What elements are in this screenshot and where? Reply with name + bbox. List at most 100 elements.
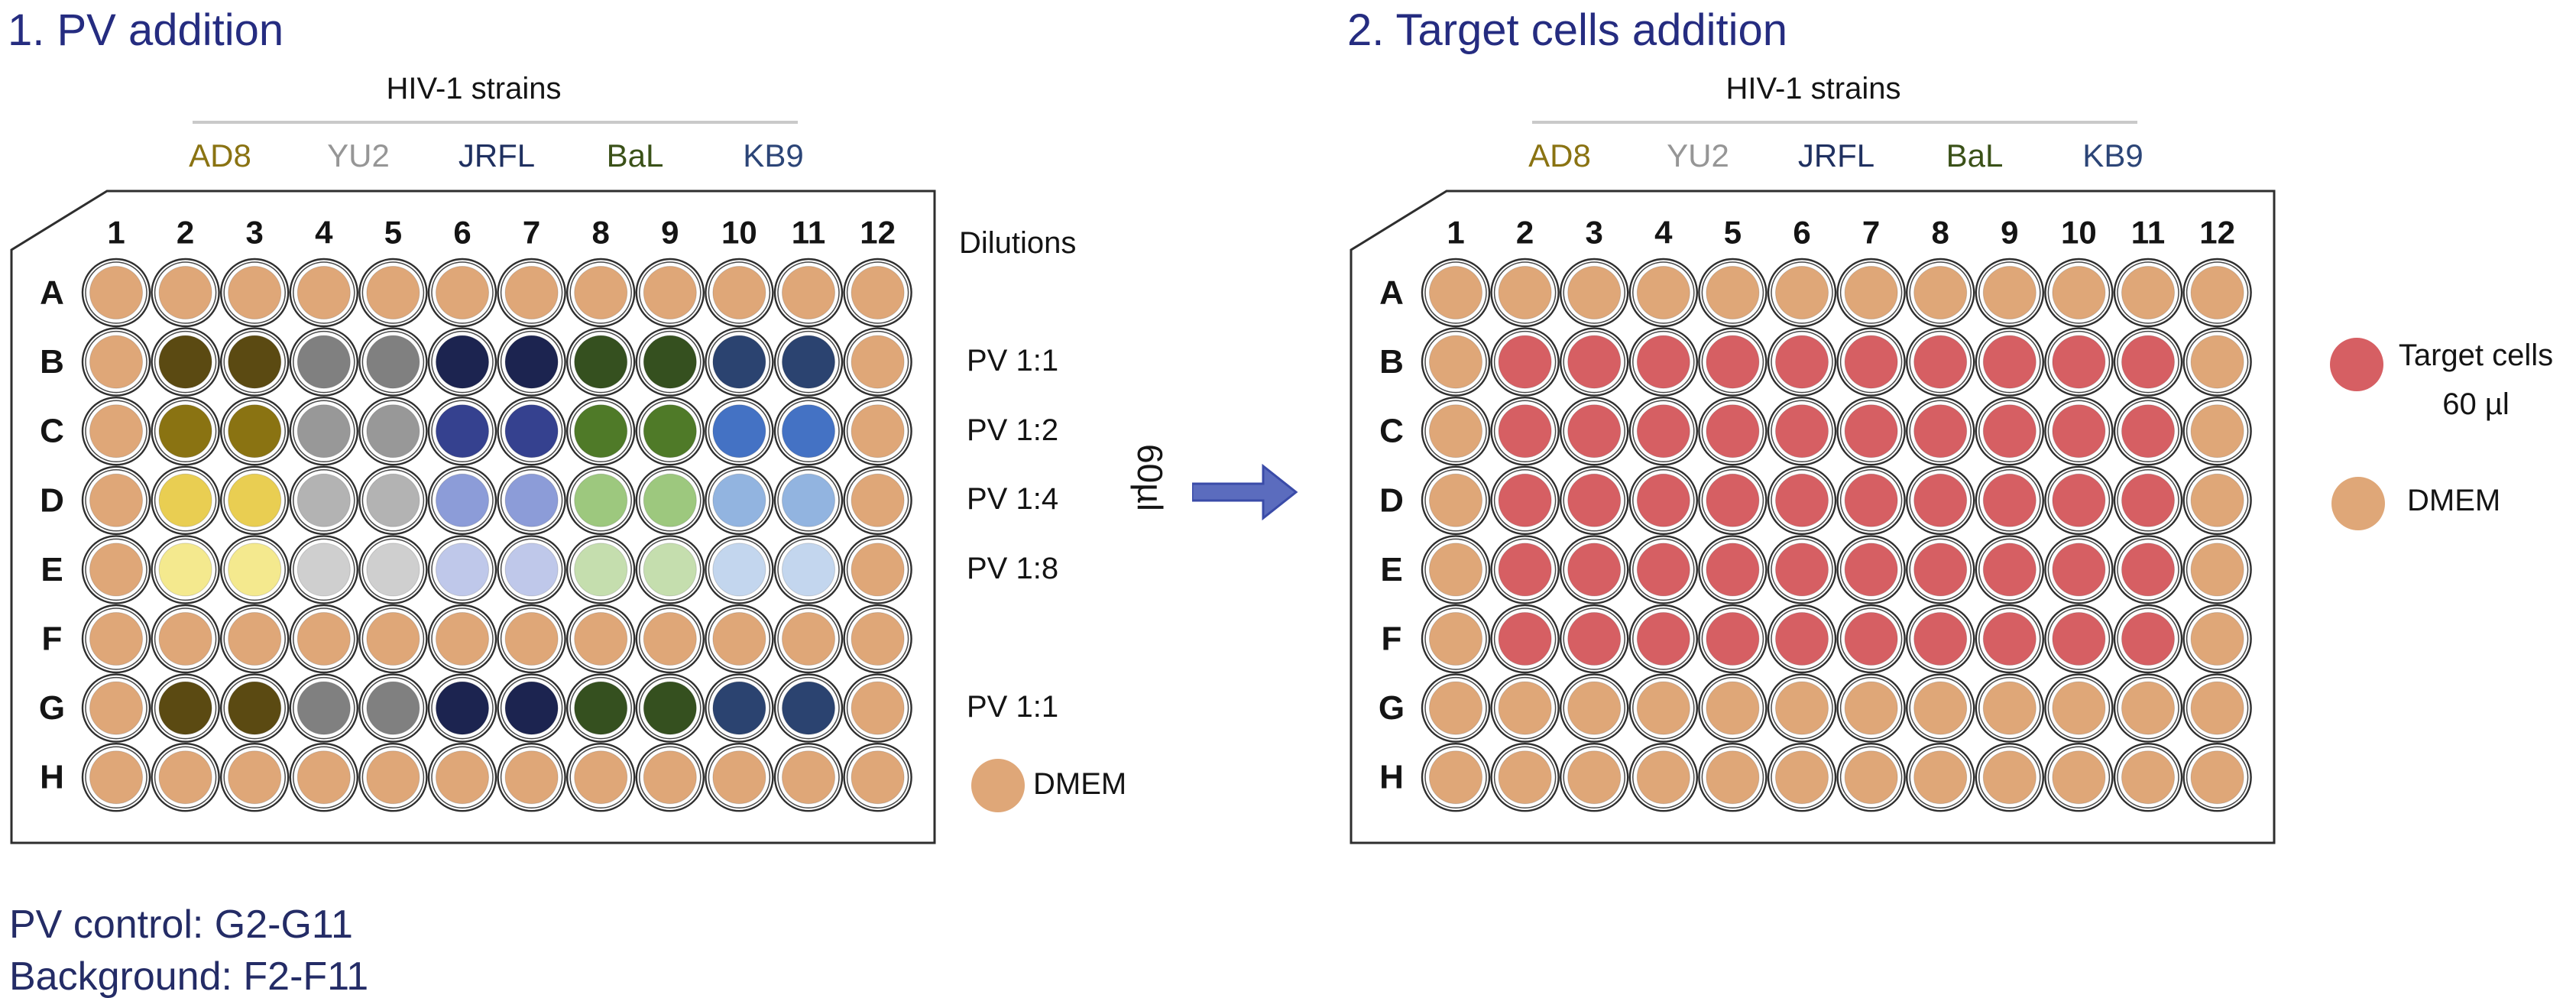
well-F8 (1906, 604, 1975, 674)
well-D2 (151, 465, 220, 535)
well-D12 (2182, 465, 2252, 535)
well-B1 (81, 327, 151, 397)
well-C6 (427, 397, 497, 466)
well-H10 (705, 743, 774, 812)
well-B2 (151, 327, 220, 397)
well-D9 (1975, 465, 2044, 535)
well-D6 (427, 465, 497, 535)
row-label-C: C (1379, 413, 1404, 450)
well-C9 (1975, 397, 2044, 466)
well-C2 (1490, 397, 1560, 466)
well-E11 (2113, 535, 2183, 604)
row-label-C: C (40, 413, 64, 450)
well-F1 (81, 604, 151, 674)
well-B8 (566, 327, 636, 397)
well-G4 (289, 673, 358, 743)
well-H1 (1421, 743, 1491, 812)
target-cells-volume: 60 µl (2442, 387, 2510, 421)
col-label-7: 7 (1862, 215, 1880, 251)
well-E12 (2182, 535, 2252, 604)
target-cells-legend: Target cells 60 µl (2390, 337, 2562, 423)
well-E11 (773, 535, 844, 604)
well-B5 (358, 327, 428, 397)
well-H1 (81, 743, 151, 812)
well-B5 (1698, 327, 1768, 397)
well-F11 (2113, 604, 2183, 674)
well-G4 (1628, 673, 1698, 743)
well-H8 (566, 743, 636, 812)
row-label-F: F (1382, 621, 1402, 658)
well-B7 (1836, 327, 1906, 397)
well-B9 (635, 327, 705, 397)
well-B12 (843, 327, 912, 397)
well-E8 (566, 535, 636, 604)
row-label-G: G (1379, 689, 1405, 727)
well-H10 (2044, 743, 2114, 812)
target-cells-swatch (2330, 338, 2383, 391)
well-C4 (289, 397, 358, 466)
dilution-label-pv-1-4: PV 1:4 (967, 482, 1059, 516)
well-F5 (358, 604, 428, 674)
well-H3 (1560, 743, 1629, 812)
well-E4 (289, 535, 358, 604)
well-E6 (1767, 535, 1837, 604)
well-D4 (1628, 465, 1698, 535)
well-G10 (705, 673, 774, 743)
row-label-G: G (39, 689, 65, 727)
well-A6 (1767, 258, 1837, 328)
well-A9 (1975, 258, 2044, 328)
col-label-3: 3 (1586, 215, 1603, 251)
well-A3 (220, 258, 290, 328)
dmem-label-right: DMEM (2407, 484, 2501, 517)
well-A4 (289, 258, 358, 328)
row-label-B: B (1379, 343, 1404, 381)
well-B11 (2113, 327, 2183, 397)
well-A1 (1421, 258, 1491, 328)
strain-label-jrfl-right: JRFL (1797, 138, 1875, 173)
well-A12 (843, 258, 912, 328)
well-D5 (1698, 465, 1768, 535)
well-E12 (843, 535, 912, 604)
row-label-E: E (41, 551, 63, 588)
well-E3 (220, 535, 290, 604)
well-D4 (289, 465, 358, 535)
well-E2 (151, 535, 220, 604)
well-H9 (635, 743, 705, 812)
row-label-A: A (1379, 274, 1404, 312)
col-label-6: 6 (1793, 215, 1810, 251)
well-H12 (2182, 743, 2252, 812)
well-H3 (220, 743, 290, 812)
well-A5 (1698, 258, 1768, 328)
well-G12 (2182, 673, 2252, 743)
col-label-7: 7 (523, 215, 540, 251)
well-F9 (635, 604, 705, 674)
well-C3 (220, 397, 290, 466)
well-A11 (2113, 258, 2183, 328)
row-label-F: F (42, 621, 63, 658)
well-F1 (1421, 604, 1491, 674)
well-D8 (566, 465, 636, 535)
well-A12 (2182, 258, 2252, 328)
well-B12 (2182, 327, 2252, 397)
right-strains-divider (1532, 121, 2137, 124)
well-C7 (497, 397, 566, 466)
well-E5 (358, 535, 428, 604)
well-H2 (151, 743, 220, 812)
well-C4 (1628, 397, 1698, 466)
left-panel-title: 1. PV addition (8, 5, 284, 55)
well-D5 (358, 465, 428, 535)
well-A8 (1906, 258, 1975, 328)
dmem-swatch-left (971, 759, 1025, 812)
well-F3 (220, 604, 290, 674)
well-B1 (1421, 327, 1491, 397)
well-E10 (705, 535, 774, 604)
dilutions-header: Dilutions (959, 226, 1077, 260)
col-label-1: 1 (1447, 215, 1464, 251)
col-label-12: 12 (2199, 215, 2235, 251)
well-C11 (773, 397, 844, 466)
col-label-8: 8 (1932, 215, 1949, 251)
strain-label-kb9-right: KB9 (2082, 138, 2143, 173)
strain-label-ad8-right: AD8 (1528, 138, 1591, 173)
well-G7 (1836, 673, 1906, 743)
